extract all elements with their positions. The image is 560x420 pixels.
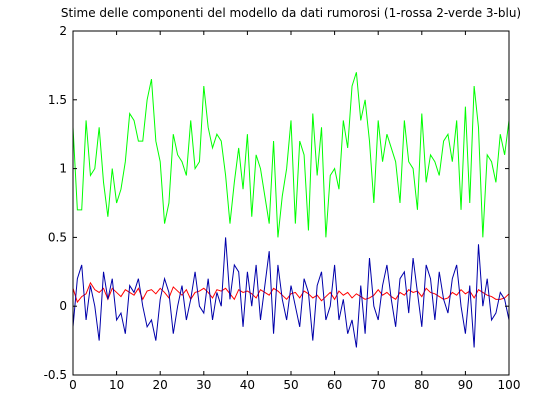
series-line-3 <box>72 237 510 348</box>
x-tick-label: 10 <box>109 378 124 392</box>
series-line-1 <box>72 281 510 304</box>
x-tick-label: 80 <box>414 378 429 392</box>
y-tick-label: 1 <box>59 162 67 176</box>
chart-title: Stime delle componenti del modello da da… <box>61 6 521 20</box>
series-line-2 <box>72 72 510 238</box>
x-tick-label: 50 <box>283 378 298 392</box>
y-tick-label: -0.5 <box>44 368 67 382</box>
x-tick-label: 60 <box>327 378 342 392</box>
y-tick-label: 0 <box>59 299 67 313</box>
x-tick-label: 90 <box>458 378 473 392</box>
plot-area <box>73 31 509 375</box>
x-tick-label: 40 <box>240 378 255 392</box>
x-tick-label: 100 <box>498 378 521 392</box>
series-layer <box>72 72 510 348</box>
x-tick-label: 30 <box>196 378 211 392</box>
y-tick-label: 1.5 <box>48 93 67 107</box>
x-tick-label: 20 <box>153 378 168 392</box>
tick-layer: 0 10 20 30 40 50 60 70 80 90 100-0.500.511.52 <box>44 24 521 392</box>
y-tick-label: 2 <box>59 24 67 38</box>
y-tick-label: 0.5 <box>48 230 67 244</box>
x-tick-label: 70 <box>371 378 386 392</box>
x-tick-label: 0 <box>69 378 77 392</box>
